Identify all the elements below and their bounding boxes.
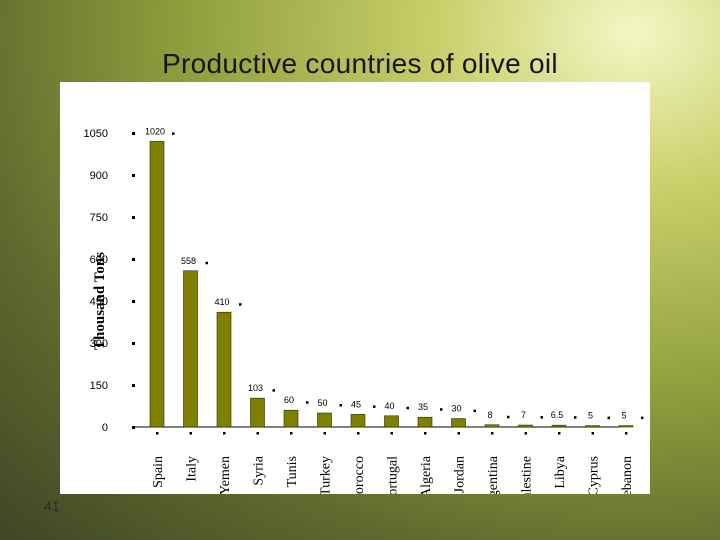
slide-number: 41 [44,498,60,514]
value-label: 410 [214,297,229,307]
value-marker [507,415,510,419]
value-label: 8 [487,410,492,420]
chart-panel: 0 150 300 450 600 750 900 1050 Thousand Tons 1020… [60,82,650,494]
category-marker [156,432,159,435]
value-marker [473,409,476,413]
value-marker [406,406,409,410]
value-label: 5 [621,411,626,421]
category-marker [625,432,628,435]
category-label: Yemen [218,456,233,494]
value-label: 6.5 [551,410,564,420]
bar-turkey [317,412,332,428]
value-label: 45 [351,399,361,409]
y-tick-mark [132,174,135,177]
category-label: Spain [151,456,166,488]
bar-syria [250,397,265,428]
bar-cyprus [585,425,600,428]
category-marker [390,432,393,435]
value-label: 35 [418,402,428,412]
bar-morocco [350,414,366,428]
value-label: 558 [181,256,196,266]
y-tick-mark [132,132,135,135]
category-label: Morocco [352,456,367,494]
category-label: Turkey [319,456,334,494]
category-label: Cyprus [587,456,602,494]
category-marker [524,432,527,435]
value-label: 60 [284,395,294,405]
category-label: Portugal [386,456,401,494]
bar-argentina [484,424,500,428]
y-tick-mark [132,426,135,429]
category-marker [323,432,326,435]
category-marker [558,432,561,435]
y-axis-title: Thousand Tons [92,252,108,350]
value-label: 40 [384,401,394,411]
bar-portugal [384,415,399,428]
value-marker [239,303,242,306]
category-label: Jordan [453,456,468,493]
category-marker [491,432,494,435]
bar-palestine [518,424,533,428]
y-tick-label: 450 [90,296,108,308]
y-tick-label: 0 [102,422,108,434]
category-label: Italy [185,456,200,482]
value-label: 1020 [145,126,165,136]
category-marker [424,432,427,435]
bar-jordan [451,418,466,428]
y-tick-label: 750 [90,212,108,224]
category-label: Palestine [520,456,535,494]
category-marker [223,432,226,435]
category-label: Argentina [486,455,501,494]
value-label: 30 [451,404,461,414]
category-marker [189,432,192,435]
bar-italy [183,270,198,428]
value-marker [641,416,644,420]
category-marker [290,432,293,435]
value-label: 7 [521,410,526,420]
y-tick-mark [132,300,135,303]
bar-spain [149,141,165,428]
category-label: Algeria [419,455,434,494]
bar-algeria [417,416,433,428]
value-marker [540,416,543,419]
category-label: Tunis [285,456,300,487]
category-marker [357,432,360,435]
value-marker [440,408,443,411]
value-marker [607,416,610,420]
y-tick-mark [132,384,135,387]
bar-yemen [216,311,232,428]
slide-title: Productive countries of olive oil [162,48,558,79]
value-marker [172,132,175,135]
value-marker [272,389,275,392]
bar-tunis [283,409,299,428]
value-marker [339,404,342,407]
bar-libya [551,424,567,428]
y-tick-label: 1050 [84,128,108,140]
category-label: Lebanon [620,456,635,494]
y-tick-mark [132,216,135,219]
value-marker [306,401,309,404]
category-marker [256,432,259,435]
y-tick-label: 300 [90,338,108,350]
y-tick-label: 150 [90,380,108,392]
value-label: 5 [588,411,593,421]
value-marker [205,261,208,265]
y-tick-mark [132,342,135,345]
category-label: Libya [553,455,568,488]
bar-lebanon [618,425,634,428]
category-label: Syria [252,455,267,485]
category-marker [591,432,594,435]
value-marker [574,416,577,419]
value-label: 50 [317,398,327,408]
y-tick-label: 900 [90,170,108,182]
y-tick-label: 600 [90,254,108,266]
category-marker [457,432,460,435]
value-label: 103 [248,383,263,393]
value-marker [373,405,376,408]
y-tick-mark [132,258,135,261]
